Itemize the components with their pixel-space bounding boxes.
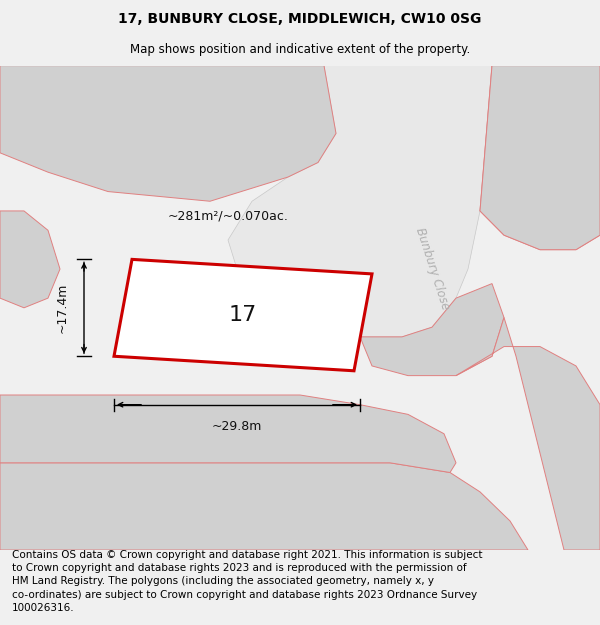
Text: Bunbury Close: Bunbury Close: [413, 226, 451, 312]
Polygon shape: [360, 284, 504, 376]
Polygon shape: [228, 66, 492, 337]
Polygon shape: [0, 395, 456, 472]
Polygon shape: [480, 66, 600, 249]
Text: Contains OS data © Crown copyright and database right 2021. This information is : Contains OS data © Crown copyright and d…: [12, 550, 482, 612]
Text: Map shows position and indicative extent of the property.: Map shows position and indicative extent…: [130, 44, 470, 56]
Polygon shape: [456, 318, 600, 550]
Polygon shape: [0, 66, 336, 201]
Text: ~17.4m: ~17.4m: [56, 282, 69, 333]
Text: 17: 17: [229, 305, 257, 325]
Text: ~29.8m: ~29.8m: [212, 420, 262, 433]
Polygon shape: [0, 211, 60, 308]
Polygon shape: [480, 66, 600, 249]
Polygon shape: [0, 462, 528, 550]
Text: ~281m²/~0.070ac.: ~281m²/~0.070ac.: [167, 209, 289, 222]
Polygon shape: [114, 259, 372, 371]
Text: 17, BUNBURY CLOSE, MIDDLEWICH, CW10 0SG: 17, BUNBURY CLOSE, MIDDLEWICH, CW10 0SG: [118, 12, 482, 26]
